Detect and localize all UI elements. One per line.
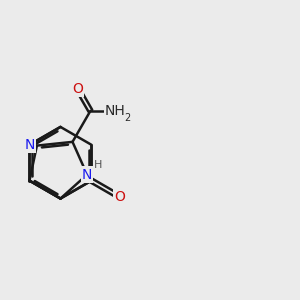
- Text: O: O: [73, 82, 83, 96]
- Text: N: N: [82, 168, 92, 182]
- Text: N: N: [24, 138, 34, 152]
- Text: O: O: [114, 190, 125, 204]
- Text: 2: 2: [124, 113, 130, 123]
- Text: NH: NH: [105, 104, 126, 118]
- Text: H: H: [94, 160, 103, 170]
